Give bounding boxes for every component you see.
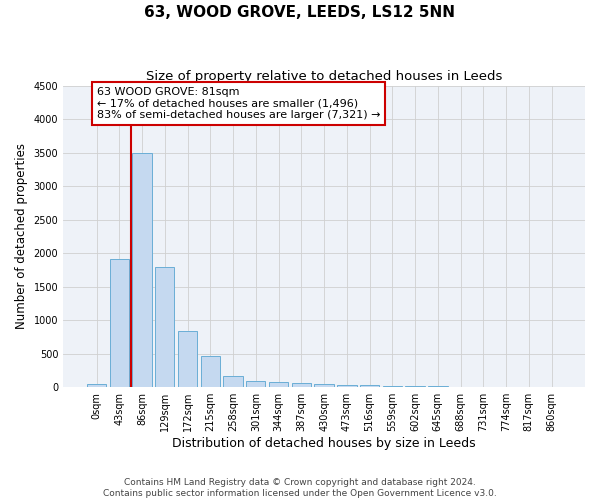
- Bar: [314, 384, 334, 387]
- Y-axis label: Number of detached properties: Number of detached properties: [15, 144, 28, 330]
- Bar: [223, 376, 243, 387]
- Bar: [178, 331, 197, 387]
- Text: 63, WOOD GROVE, LEEDS, LS12 5NN: 63, WOOD GROVE, LEEDS, LS12 5NN: [145, 5, 455, 20]
- Bar: [292, 383, 311, 387]
- Text: Contains HM Land Registry data © Crown copyright and database right 2024.
Contai: Contains HM Land Registry data © Crown c…: [103, 478, 497, 498]
- Bar: [110, 258, 129, 387]
- Title: Size of property relative to detached houses in Leeds: Size of property relative to detached ho…: [146, 70, 502, 83]
- Bar: [155, 267, 175, 387]
- Bar: [451, 386, 470, 387]
- Bar: [246, 380, 265, 387]
- X-axis label: Distribution of detached houses by size in Leeds: Distribution of detached houses by size …: [172, 437, 476, 450]
- Bar: [428, 386, 448, 387]
- Bar: [87, 384, 106, 387]
- Text: 63 WOOD GROVE: 81sqm
← 17% of detached houses are smaller (1,496)
83% of semi-de: 63 WOOD GROVE: 81sqm ← 17% of detached h…: [97, 87, 380, 120]
- Bar: [133, 152, 152, 387]
- Bar: [383, 386, 402, 387]
- Bar: [337, 385, 356, 387]
- Bar: [200, 356, 220, 387]
- Bar: [269, 382, 288, 387]
- Bar: [473, 386, 493, 387]
- Bar: [406, 386, 425, 387]
- Bar: [360, 385, 379, 387]
